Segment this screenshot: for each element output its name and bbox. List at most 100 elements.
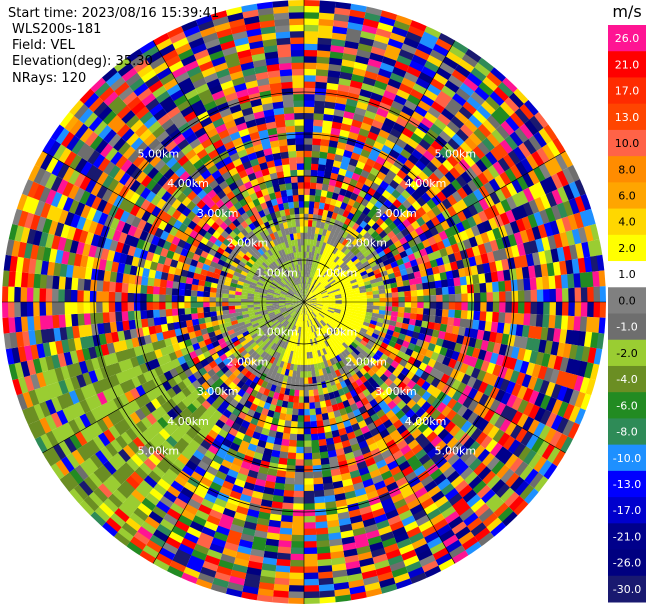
gate-cell [304,87,315,94]
gate-cell [209,307,216,312]
gate-cell [26,288,33,303]
gate-cell [304,352,307,359]
gate-cell [386,302,393,307]
gate-cell [556,289,563,303]
gate-cell [296,440,304,447]
gate-cell [587,287,594,302]
gate-cell [304,440,312,447]
gate-cell [289,579,304,586]
gate-cell [304,201,309,208]
gate-cell [304,232,308,239]
gate-cell [294,484,304,491]
gate-cell [295,466,304,473]
gate-cell [89,302,96,313]
gate-cell [398,302,405,307]
gate-cell [83,290,90,302]
gate-cell [203,291,210,297]
gate-cell [215,297,222,302]
gate-cell [309,390,314,397]
gate-cell [196,296,203,302]
gate-cell [436,295,443,302]
gate-cell [304,157,312,164]
gate-cell [309,194,315,201]
gate-cell [301,352,304,359]
gate-cell [298,403,304,410]
gate-cell [556,302,563,316]
gate-cell [209,297,216,302]
gate-cell [259,302,266,304]
gate-cell [304,403,310,410]
gate-cell [486,292,493,302]
gate-cell [575,302,582,317]
gate-cell [304,529,316,536]
gate-cell [304,384,309,391]
gate-cell [411,296,418,302]
gate-cell [493,302,500,312]
gate-cell [102,302,109,313]
gate-cell [307,365,311,372]
gate-cell [152,302,159,310]
gate-cell [442,302,449,310]
gate-cell [442,309,450,317]
gate-cell [320,0,336,8]
gate-cell [288,446,296,454]
gate-cell [304,24,319,31]
gate-cell [304,0,320,6]
gate-cell [228,298,235,302]
gate-cell [304,340,306,347]
gate-cell [0,302,2,318]
gate-cell [468,302,475,311]
gate-cell [121,302,128,312]
gate-cell [304,516,316,523]
gate-cell [292,529,304,536]
gate-cell [304,472,313,479]
gate-cell [304,56,317,63]
gate-cell [367,295,374,299]
gate-cell [310,188,316,195]
gate-cell [159,302,166,310]
gate-cell [296,447,304,454]
gate-cell [304,207,309,214]
gate-cell [298,409,304,416]
gate-cell [342,302,349,304]
gate-cell [505,302,512,313]
gate-cell [297,428,304,435]
gate-cell [480,292,487,302]
gate-cell [64,302,71,315]
gate-cell [1,286,8,302]
gate-cell [320,597,336,605]
gate-cell [70,302,77,314]
gate-cell [190,290,197,296]
gate-cell [300,378,304,385]
gate-cell [196,307,203,313]
gate-cell [304,81,316,88]
gate-cell [398,307,405,313]
gate-cell [304,560,318,567]
gate-cell [304,484,314,491]
gate-cell [234,298,241,302]
gate-cell [299,390,304,397]
gate-cell [304,409,310,416]
gate-cell [247,302,254,305]
gate-cell [304,125,313,132]
gate-cell [133,302,140,311]
gate-cell [448,310,456,318]
gate-cell [140,302,147,311]
gate-cell [587,302,594,317]
gate-cell [304,447,312,454]
gate-cell [518,290,525,302]
gate-cell [234,305,241,309]
gate-cell [386,306,393,311]
gate-cell [291,415,298,422]
gate-cell [468,293,475,302]
gate-cell [304,497,315,504]
gate-cell [543,302,550,315]
gate-cell [77,290,84,302]
gate-cell [304,579,319,586]
gate-cell [304,31,318,38]
gate-cell [304,138,313,145]
gate-cell [247,299,254,302]
gate-cell [304,68,316,75]
gate-cell [304,346,307,353]
gate-cell [367,298,374,302]
